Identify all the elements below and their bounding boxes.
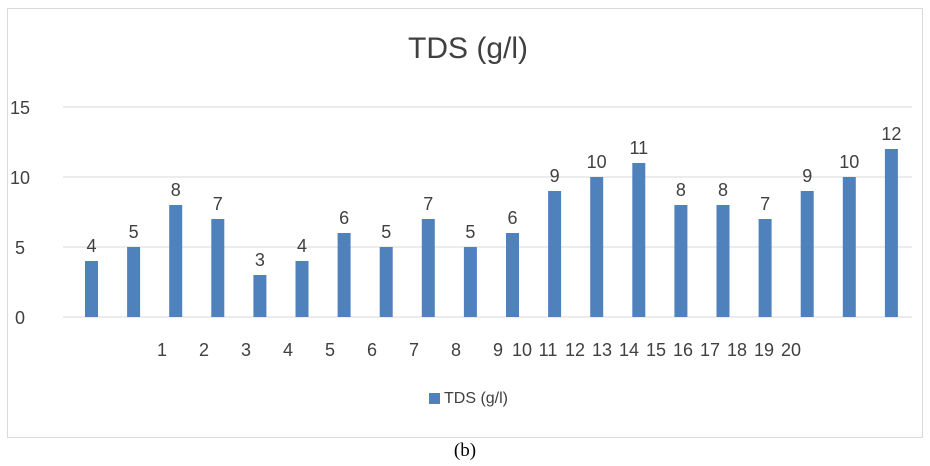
x-tick-label: 14 xyxy=(619,340,639,360)
y-tick-label: 10 xyxy=(10,168,30,188)
data-label: 5 xyxy=(129,222,139,242)
bar xyxy=(169,205,183,317)
data-label: 4 xyxy=(297,236,307,256)
y-tick-label: 15 xyxy=(10,98,30,118)
bar xyxy=(463,247,477,317)
data-label: 5 xyxy=(465,222,475,242)
x-tick-label: 4 xyxy=(283,340,293,360)
bar xyxy=(295,261,309,317)
bar xyxy=(842,177,856,317)
bar xyxy=(421,219,435,317)
data-label: 7 xyxy=(423,194,433,214)
bar xyxy=(884,149,898,317)
data-label: 6 xyxy=(507,208,517,228)
legend-swatch xyxy=(429,393,440,404)
x-tick-label: 17 xyxy=(700,340,720,360)
data-label: 7 xyxy=(760,194,770,214)
x-tick-label: 20 xyxy=(781,340,801,360)
data-label: 3 xyxy=(255,250,265,270)
data-label: 9 xyxy=(550,166,560,186)
bar xyxy=(127,247,141,317)
bar xyxy=(211,219,225,317)
bar xyxy=(674,205,688,317)
x-tick-label: 11 xyxy=(539,340,558,360)
data-label: 9 xyxy=(802,166,812,186)
x-tick-label: 12 xyxy=(565,340,585,360)
bar xyxy=(337,233,351,317)
bar xyxy=(758,219,772,317)
bar xyxy=(253,275,267,317)
data-label: 5 xyxy=(381,222,391,242)
x-tick-label: 13 xyxy=(592,340,612,360)
bar xyxy=(716,205,730,317)
x-tick-label: 16 xyxy=(673,340,693,360)
data-label: 8 xyxy=(718,180,728,200)
bar xyxy=(548,191,562,317)
data-label: 8 xyxy=(676,180,686,200)
bar xyxy=(632,163,646,317)
x-tick-label: 15 xyxy=(646,340,666,360)
data-label: 10 xyxy=(839,152,859,172)
data-label: 7 xyxy=(213,194,223,214)
x-tick-label: 2 xyxy=(199,340,209,360)
bar xyxy=(506,233,519,317)
x-tick-label: 6 xyxy=(367,340,377,360)
x-tick-label: 9 xyxy=(493,340,503,360)
data-label: 12 xyxy=(881,124,901,144)
figure-caption: (b) xyxy=(453,440,477,461)
x-tick-label: 10 xyxy=(512,340,532,360)
y-tick-label: 0 xyxy=(15,308,25,328)
bar xyxy=(800,191,814,317)
x-tick-label: 8 xyxy=(451,340,461,360)
data-label: 8 xyxy=(171,180,181,200)
bar xyxy=(379,247,393,317)
data-label: 6 xyxy=(339,208,349,228)
x-tick-label: 19 xyxy=(754,340,774,360)
x-tick-label: 5 xyxy=(325,340,335,360)
chart-title: TDS (g/l) xyxy=(408,32,528,65)
y-tick-label: 5 xyxy=(15,238,25,258)
x-tick-label: 3 xyxy=(241,340,251,360)
data-label: 11 xyxy=(629,138,648,158)
x-tick-label: 7 xyxy=(409,340,419,360)
bar xyxy=(590,177,604,317)
x-tick-label: 1 xyxy=(157,340,167,360)
data-label: 4 xyxy=(86,236,96,256)
legend-label: TDS (g/l) xyxy=(444,390,508,407)
bar xyxy=(85,261,98,317)
x-tick-label: 18 xyxy=(727,340,747,360)
data-label: 10 xyxy=(587,152,607,172)
legend: TDS (g/l) xyxy=(429,390,508,407)
